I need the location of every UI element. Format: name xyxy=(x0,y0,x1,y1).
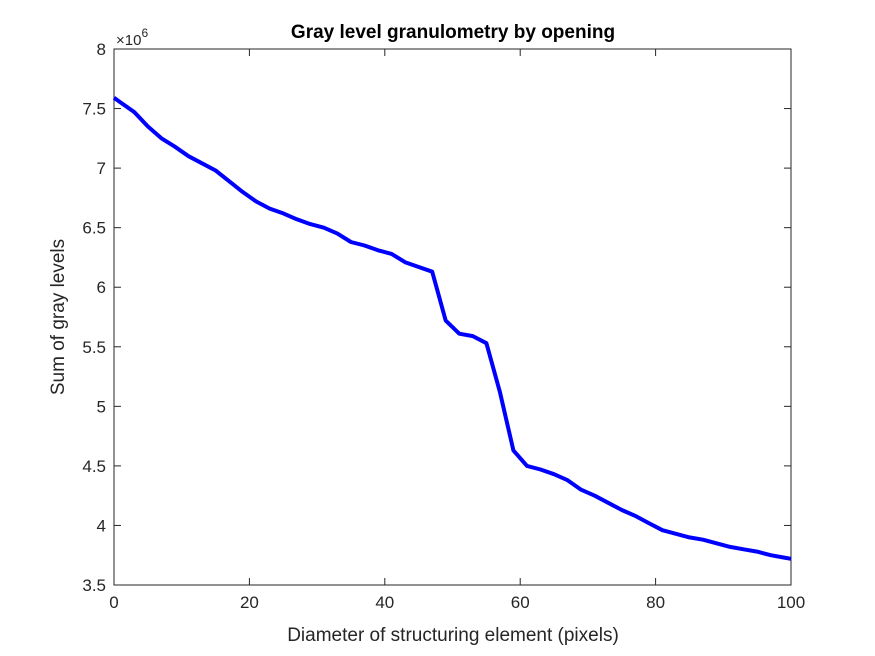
x-tick-label: 40 xyxy=(375,593,394,612)
x-tick-label: 80 xyxy=(646,593,665,612)
series-line xyxy=(112,96,792,561)
y-tick-label: 6.5 xyxy=(82,219,106,238)
x-axis-label: Diameter of structuring element (pixels) xyxy=(287,625,619,646)
y-exponent-base: ×10 xyxy=(116,32,141,49)
y-exponent-power: 6 xyxy=(141,26,148,40)
chart-title: Gray level granulometry by opening xyxy=(291,22,615,43)
y-tick-label: 7 xyxy=(97,159,106,178)
x-tick-label: 20 xyxy=(240,593,259,612)
y-tick-label: 3.5 xyxy=(82,576,106,595)
x-tick-label: 60 xyxy=(511,593,530,612)
svg-text:×106: ×106 xyxy=(116,26,148,49)
y-tick-label: 4.5 xyxy=(82,457,106,476)
y-tick-label: 6 xyxy=(97,278,106,297)
x-axis: 0 20 40 60 80 100 xyxy=(109,49,805,612)
x-tick-label: 100 xyxy=(777,593,805,612)
y-tick-label: 4 xyxy=(97,516,106,535)
series-layer xyxy=(112,96,792,561)
y-tick-label: 8 xyxy=(97,40,106,59)
x-tick-label: 0 xyxy=(109,593,118,612)
y-axis-label: Sum of gray levels xyxy=(48,239,69,395)
y-tick-label: 5.5 xyxy=(82,338,106,357)
y-axis-exponent: ×106 xyxy=(116,26,148,49)
y-tick-label: 7.5 xyxy=(82,100,106,119)
plot-area-frame xyxy=(113,48,792,586)
y-axis: 3.5 4 4.5 5 5.5 6 6.5 7 7.5 8 xyxy=(82,40,791,595)
y-tick-label: 5 xyxy=(97,397,106,416)
